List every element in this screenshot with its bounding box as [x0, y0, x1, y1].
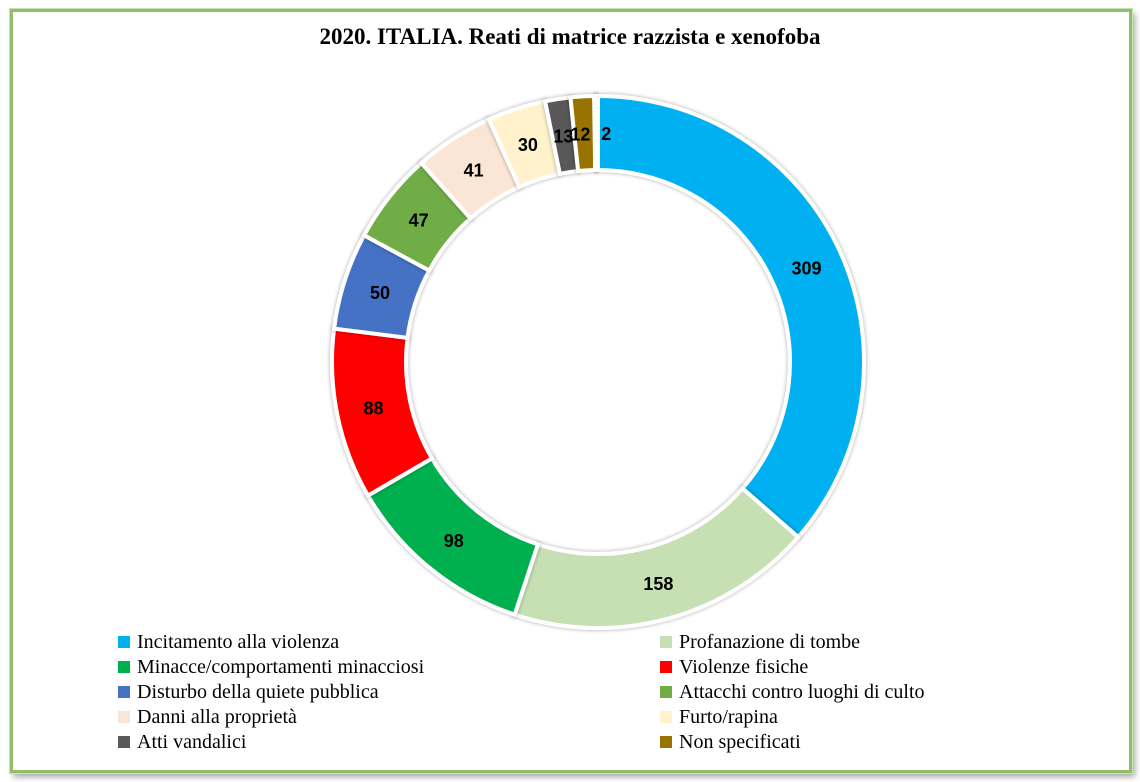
- legend-swatch: [118, 661, 130, 673]
- legend-swatch: [660, 736, 672, 748]
- data-label: 98: [444, 531, 464, 551]
- legend-swatch: [660, 711, 672, 723]
- legend-label: Incitamento alla violenza: [137, 630, 340, 653]
- legend-swatch: [660, 661, 672, 673]
- data-label: 50: [370, 283, 390, 303]
- donut-slice: [512, 485, 802, 630]
- legend-swatch: [118, 711, 130, 723]
- legend-item: Atti vandalici: [118, 730, 246, 754]
- legend-swatch: [118, 636, 130, 648]
- legend-swatch: [118, 686, 130, 698]
- legend-item: Incitamento alla violenza: [118, 630, 339, 654]
- data-label: 88: [364, 399, 384, 419]
- legend-item: Furto/rapina: [660, 705, 778, 729]
- data-label: 12: [570, 124, 590, 144]
- legend-label: Furto/rapina: [679, 705, 778, 728]
- data-label: 13: [553, 127, 573, 147]
- legend-label: Profanazione di tombe: [679, 630, 861, 653]
- legend-item: Minacce/comportamenti minacciosi: [118, 655, 424, 679]
- legend-label: Non specificati: [679, 730, 801, 753]
- legend-label: Violenze fisiche: [679, 655, 809, 678]
- donut-slice: [592, 93, 600, 173]
- legend-label: Atti vandalici: [137, 730, 247, 753]
- legend-swatch: [118, 736, 130, 748]
- legend-label: Attacchi contro luoghi di culto: [679, 680, 925, 703]
- legend-item: Profanazione di tombe: [660, 630, 860, 654]
- data-label: 30: [518, 135, 538, 155]
- data-label: 309: [792, 258, 822, 278]
- legend-label: Disturbo della quiete pubblica: [137, 680, 379, 703]
- legend-swatch: [660, 686, 672, 698]
- legend-item: Attacchi contro luoghi di culto: [660, 680, 925, 704]
- donut-slice: [596, 93, 866, 540]
- legend-swatch: [660, 636, 672, 648]
- data-label: 41: [464, 161, 484, 181]
- legend-item: Violenze fisiche: [660, 655, 808, 679]
- data-label: 2: [601, 124, 611, 144]
- legend-item: Non specificati: [660, 730, 801, 754]
- chart-title: 2020. ITALIA. Reati di matrice razzista …: [319, 24, 821, 49]
- legend-item: Disturbo della quiete pubblica: [118, 680, 379, 704]
- legend-label: Danni alla proprietà: [137, 705, 297, 728]
- legend-item: Danni alla proprietà: [118, 705, 297, 729]
- data-label: 158: [643, 574, 673, 594]
- legend-label: Minacce/comportamenti minacciosi: [137, 655, 425, 678]
- data-label: 47: [409, 211, 429, 231]
